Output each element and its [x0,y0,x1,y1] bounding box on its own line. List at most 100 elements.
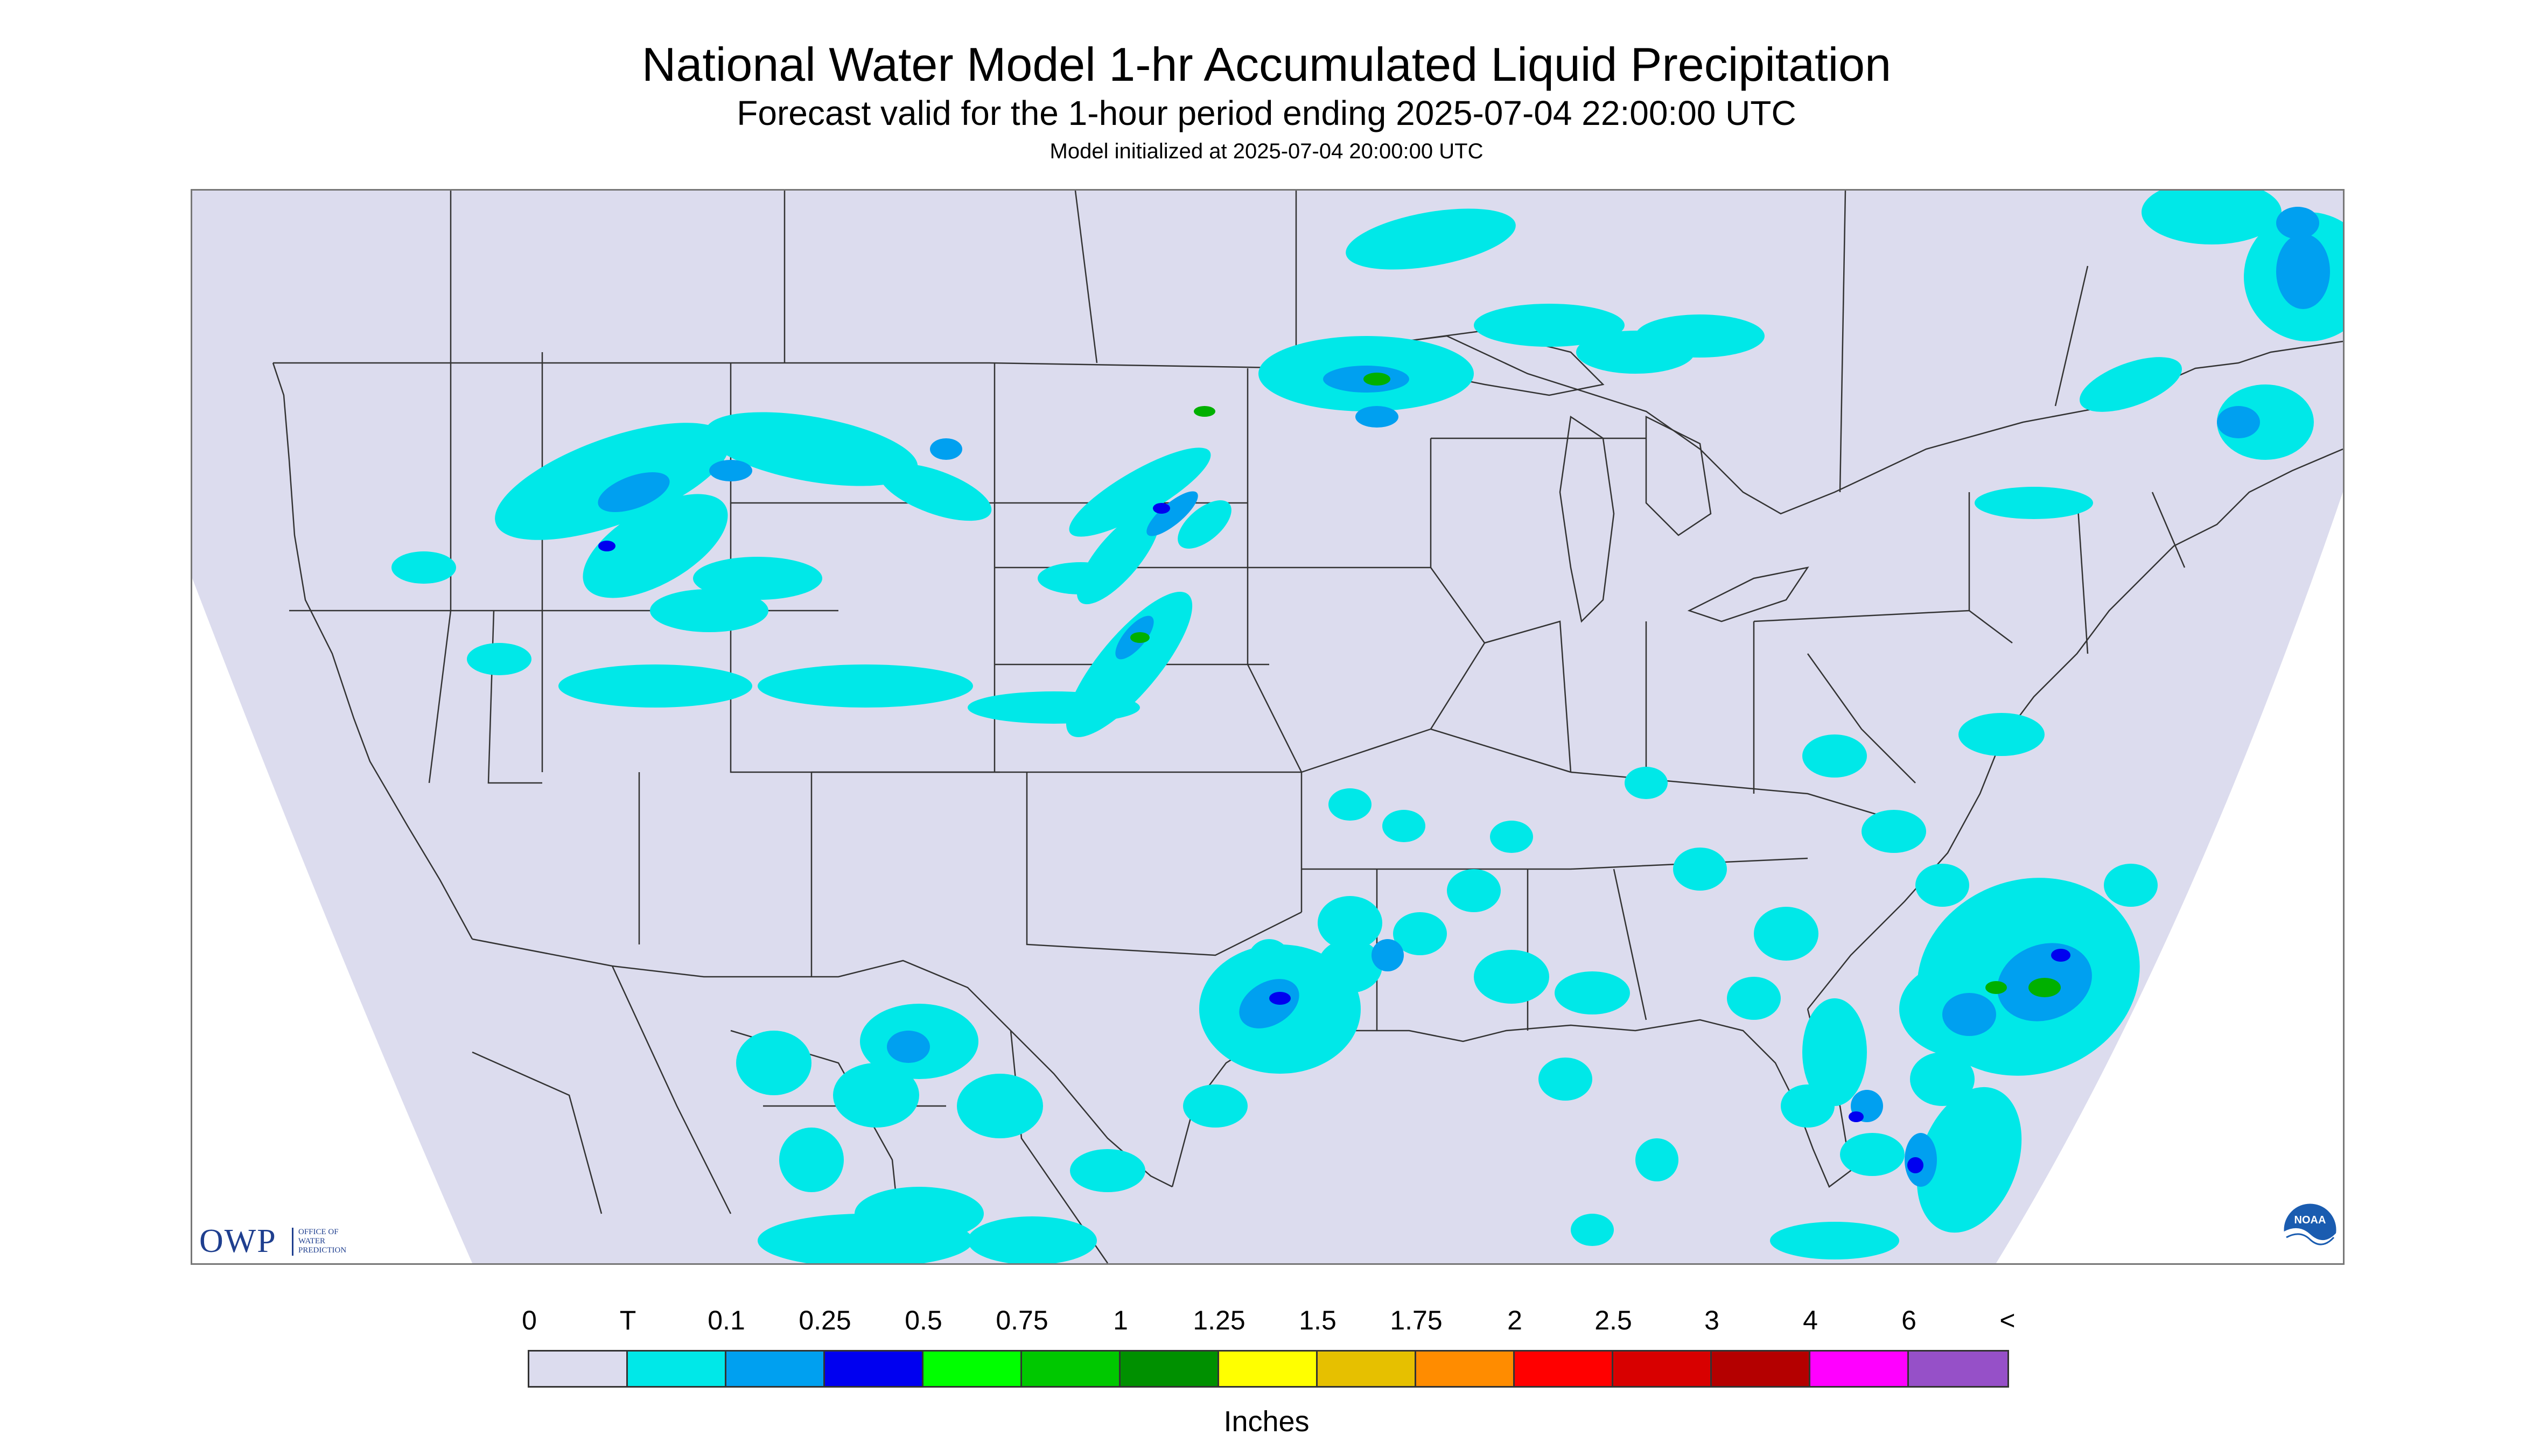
noaa-logo-text: NOAA [2294,1214,2326,1226]
precip-area-trace [1781,1084,1835,1128]
precip-area-trace [391,551,456,584]
precip-area-trace [1635,1138,1678,1181]
model-domain [192,191,2343,1263]
precip-area-trace [1910,1052,1975,1106]
precip-area-medium [598,541,615,551]
precip-area-trace [1393,912,1447,955]
legend-swatch [1318,1352,1416,1386]
precip-area-heavy [1985,981,2007,994]
map-title: National Water Model 1-hr Accumulated Li… [641,38,1892,91]
precip-area-light [887,1031,930,1063]
precip-area-trace [495,423,730,540]
precipitation-map [191,189,2345,1265]
precip-area-trace [1178,500,1231,549]
precip-area-light [2276,234,2330,309]
legend-labels: 0 T 0.1 0.25 0.5 0.75 1 1.25 1.5 1.75 2 2.5 3 4 6 < [0,1304,2533,1336]
precip-area-medium [1907,1157,1923,1173]
precip-area-medium [2051,949,2070,962]
legend-swatch [529,1352,628,1386]
precip-area-heavy [1130,632,1150,643]
precip-area-heavy [2028,978,2061,997]
legend-units: Inches [1223,1405,1310,1438]
precip-area-trace [2142,191,2282,244]
precip-area-trace [1625,767,1668,799]
legend-tick-label: 4 [1803,1305,1818,1335]
precip-area-trace [1318,939,1382,993]
precip-area-trace [1318,896,1382,950]
precip-area-trace [1802,998,1867,1106]
model-init-line: Model initialized at 2025-07-04 20:00:00… [1049,139,1484,163]
precip-area-medium [1849,1111,1864,1122]
precip-area-trace [1975,487,2093,519]
precip-area-trace [1346,208,1516,270]
precip-area-trace [650,589,768,632]
precip-area-trace [758,664,973,708]
pacific-coast [272,362,473,940]
legend-tick-label: 0.25 [799,1305,851,1335]
precip-area-trace [1474,950,1549,1004]
outside-domain [192,492,2343,1263]
boundary-lines [272,191,2343,1263]
precip-area-trace [1958,713,2045,756]
owp-logo-letters: OWP [199,1223,277,1259]
noaa-logo: NOAA [2282,1202,2338,1258]
precip-area-trace [2104,864,2158,907]
precip-area-trace [879,463,992,521]
precip-area-trace [1802,734,1867,778]
precip-area-trace [957,1074,1043,1138]
legend-swatch [1515,1352,1613,1386]
precip-area-trace [1538,1058,1592,1101]
precip-area-trace [1571,1214,1614,1246]
owp-logo-subtext: OFFICE OF WATER PREDICTION [298,1228,347,1255]
precip-area-trace [1555,971,1630,1014]
precip-area-heavy [1363,373,1390,386]
precip-area-trace [693,557,822,600]
legend-swatch [1121,1352,1219,1386]
precip-area-trace [736,1031,811,1095]
lake-huron [1645,415,1712,536]
owp-logo-divider [292,1228,293,1256]
legend-tick-label: 3 [1704,1305,1719,1335]
legend-tick-label: 6 [1901,1305,1916,1335]
precip-area-light [1146,491,1198,536]
precip-area-medium [1269,992,1291,1005]
legend-tick-label: 0.5 [905,1305,942,1335]
precip-area-trace [1447,869,1501,912]
precip-area-trace [1754,907,1818,961]
legend-tick-label: 0.75 [996,1305,1048,1335]
precip-area-trace [1490,821,1533,853]
precip-area-trace [1183,1084,1248,1128]
precip-area-trace [1915,864,1969,907]
lake-erie [1687,566,1809,622]
precip-area-trace [2080,357,2182,412]
precip-area-trace [1673,848,1727,891]
precip-area-trace [1635,314,1765,358]
precip-area-trace [833,1063,919,1128]
precip-area-trace [1248,939,1291,982]
map-subtitle: Forecast valid for the 1-hour period end… [737,94,1796,132]
owp-logo: OWP OFFICE OF WATER PREDICTION [199,1222,382,1260]
precip-area-trace [1069,447,1211,537]
precip-area-medium [1153,503,1170,514]
precip-area-trace [758,1214,973,1263]
precip-area-trace [583,494,728,598]
legend-swatch [1810,1352,1909,1386]
precip-area-light [598,472,670,512]
legend-swatch [1219,1352,1318,1386]
legend-swatch [726,1352,825,1386]
precip-area-trace [1070,1149,1145,1192]
precip-area-trace [1076,509,1160,605]
precip-area-trace [1727,977,1781,1020]
legend-tick-label: 0.1 [708,1305,745,1335]
precip-area-trace [1916,1087,2022,1233]
legend-tick-label: T [619,1305,636,1335]
legend-tick-label: 1.25 [1193,1305,1245,1335]
legend-swatch [628,1352,726,1386]
precip-area-trace [779,1128,844,1192]
precip-area-light [930,438,962,460]
legend-swatch [1613,1352,1712,1386]
precip-area-trace [467,643,531,675]
precip-area-trace [1382,810,1425,842]
legend-swatch [825,1352,923,1386]
precip-area-heavy [1194,406,1215,417]
